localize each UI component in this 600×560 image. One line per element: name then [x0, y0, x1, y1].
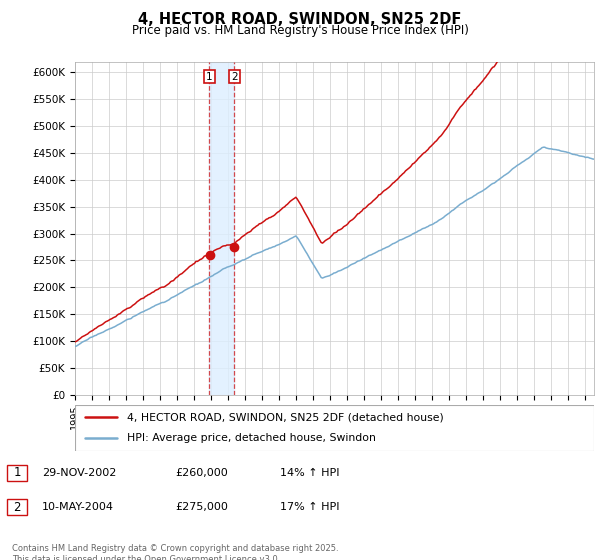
Text: £260,000: £260,000 — [175, 468, 228, 478]
Text: 1: 1 — [206, 72, 213, 82]
Text: 4, HECTOR ROAD, SWINDON, SN25 2DF: 4, HECTOR ROAD, SWINDON, SN25 2DF — [139, 12, 461, 27]
Text: 17% ↑ HPI: 17% ↑ HPI — [280, 502, 340, 512]
Text: 14% ↑ HPI: 14% ↑ HPI — [280, 468, 340, 478]
Text: 10-MAY-2004: 10-MAY-2004 — [42, 502, 114, 512]
Text: 2: 2 — [13, 501, 21, 514]
Text: 4, HECTOR ROAD, SWINDON, SN25 2DF (detached house): 4, HECTOR ROAD, SWINDON, SN25 2DF (detac… — [127, 412, 443, 422]
FancyBboxPatch shape — [7, 465, 27, 480]
Text: 2: 2 — [231, 72, 238, 82]
Text: 29-NOV-2002: 29-NOV-2002 — [42, 468, 116, 478]
Text: £275,000: £275,000 — [175, 502, 228, 512]
Bar — [209, 62, 235, 395]
Text: HPI: Average price, detached house, Swindon: HPI: Average price, detached house, Swin… — [127, 433, 376, 444]
Text: Contains HM Land Registry data © Crown copyright and database right 2025.
This d: Contains HM Land Registry data © Crown c… — [12, 544, 338, 560]
FancyBboxPatch shape — [7, 500, 27, 515]
Text: Price paid vs. HM Land Registry's House Price Index (HPI): Price paid vs. HM Land Registry's House … — [131, 24, 469, 36]
Text: 1: 1 — [13, 466, 21, 479]
